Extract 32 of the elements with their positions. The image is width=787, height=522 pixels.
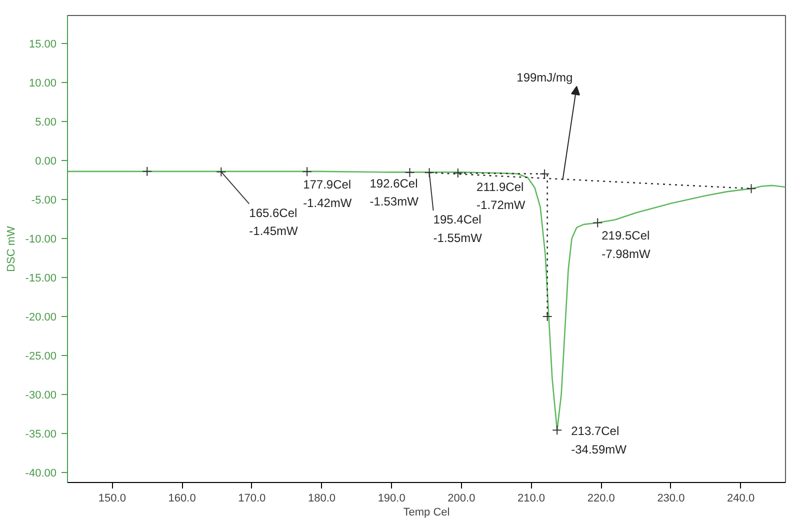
y-tick-label: 5.00 — [35, 116, 57, 129]
y-tick-label: -30.00 — [25, 389, 57, 402]
y-tick-label: 10.00 — [28, 78, 57, 90]
y-tick-label: -25.00 — [25, 350, 57, 362]
x-tick-label: 190.0 — [378, 492, 406, 504]
y-tick-label: -40.00 — [25, 467, 57, 480]
y-axis-title: DSC mW — [5, 225, 18, 272]
annotation: 219.5Cel -7.98mW — [602, 228, 651, 261]
annotation: 192.6Cel -1.53mW — [370, 176, 420, 209]
y-tick-label: 15.00 — [28, 38, 57, 51]
annotation: 213.7Cel -34.59mW — [571, 424, 628, 456]
y-tick-label: -5.00 — [31, 194, 57, 206]
x-axis-title: Temp Cel — [403, 506, 450, 518]
annotation: 211.9Cel -1.72mW — [476, 180, 526, 212]
annotation: 195.4Cel -1.55mW — [433, 212, 483, 245]
x-tick-label: 170.0 — [238, 492, 266, 504]
y-tick-label: 0.00 — [35, 156, 57, 168]
x-tick-label: 200.0 — [448, 492, 476, 504]
annotation: 177.9Cel -1.42mW — [303, 178, 352, 210]
x-tick-label: 150.0 — [98, 492, 126, 504]
x-tick-label: 180.0 — [308, 492, 336, 504]
y-tick-label: -20.00 — [25, 311, 57, 324]
x-tick-label: 210.0 — [518, 492, 546, 504]
x-tick-label: 230.0 — [657, 492, 685, 504]
x-tick-label: 240.0 — [727, 492, 755, 504]
annotation: 199mJ/mg — [516, 70, 573, 84]
y-tick-label: -35.00 — [25, 428, 57, 440]
y-tick-label: -15.00 — [25, 272, 57, 284]
x-tick-label: 160.0 — [168, 492, 196, 504]
y-tick-label: -10.00 — [25, 233, 57, 246]
annotation: 165.6Cel -1.45mW — [249, 206, 299, 238]
x-tick-label: 220.0 — [587, 492, 615, 504]
